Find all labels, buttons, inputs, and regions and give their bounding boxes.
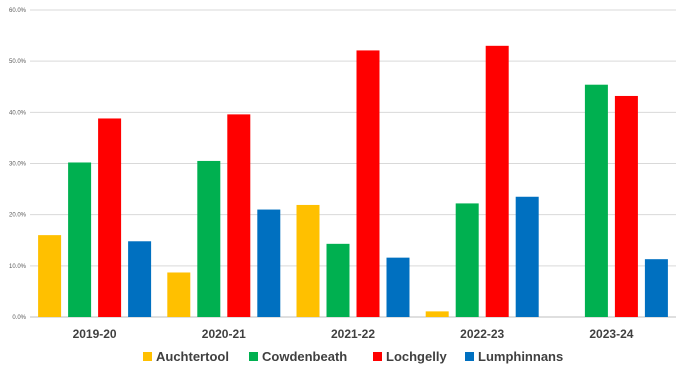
bar-cowdenbeath-2019-20 xyxy=(68,162,92,317)
x-category-label: 2023-24 xyxy=(589,327,633,341)
bar-lochgelly-2020-21 xyxy=(227,114,251,317)
bar-auchtertool-2020-21 xyxy=(167,272,191,317)
y-tick-label: 60.0% xyxy=(9,8,27,14)
bar-lochgelly-2019-20 xyxy=(98,118,122,318)
legend-swatch xyxy=(143,352,152,361)
bar-cowdenbeath-2022-23 xyxy=(455,203,479,317)
legend: Auchtertool Cowdenbeath Lochgelly Lumphinna… xyxy=(143,349,563,364)
bar-lumphinnans-2021-22 xyxy=(386,257,410,317)
bar-lochgelly-2023-24 xyxy=(614,95,638,318)
legend-label: Auchtertool xyxy=(156,349,229,364)
bar-lumphinnans-2023-24 xyxy=(644,259,668,317)
bar-auchtertool-2021-22 xyxy=(296,204,320,317)
x-category-label: 2022-23 xyxy=(460,327,504,341)
x-category-label: 2019-20 xyxy=(73,327,117,341)
bar-lumphinnans-2020-21 xyxy=(257,209,281,317)
y-tick-label: 50.0% xyxy=(9,59,27,65)
bar-cowdenbeath-2020-21 xyxy=(197,160,221,317)
bar-cowdenbeath-2023-24 xyxy=(584,84,608,317)
y-tick-label: 10.0% xyxy=(9,264,27,270)
bar-lochgelly-2021-22 xyxy=(356,50,380,318)
bar-cowdenbeath-2021-22 xyxy=(326,243,350,317)
x-category-label: 2020-21 xyxy=(202,327,246,341)
bar-auchtertool-2019-20 xyxy=(38,235,62,317)
bar-lumphinnans-2022-23 xyxy=(515,196,539,317)
y-tick-label: 30.0% xyxy=(9,162,27,168)
bar-lochgelly-2022-23 xyxy=(485,45,509,318)
gridlines xyxy=(30,9,676,318)
y-tick-label: 40.0% xyxy=(9,110,27,116)
bar-lumphinnans-2019-20 xyxy=(128,241,152,317)
legend-swatch xyxy=(465,352,474,361)
x-category-label: 2021-22 xyxy=(331,327,375,341)
legend-label: Lumphinnans xyxy=(478,349,563,364)
y-tick-label: 0.0% xyxy=(12,315,26,321)
bar-auchtertool-2022-23 xyxy=(425,311,449,317)
y-tick-label: 20.0% xyxy=(9,213,27,219)
legend-swatch xyxy=(249,352,258,361)
legend-label: Cowdenbeath xyxy=(262,349,347,364)
legend-swatch xyxy=(373,352,382,361)
legend-label: Lochgelly xyxy=(386,349,447,364)
bars xyxy=(38,45,668,318)
x-axis-category-labels: 2019-20 2020-21 2021-22 2022-23 2023-24 xyxy=(73,327,634,341)
y-axis-tick-labels: 0.0% 10.0% 20.0% 30.0% 40.0% 50.0% 60.0% xyxy=(9,8,27,321)
